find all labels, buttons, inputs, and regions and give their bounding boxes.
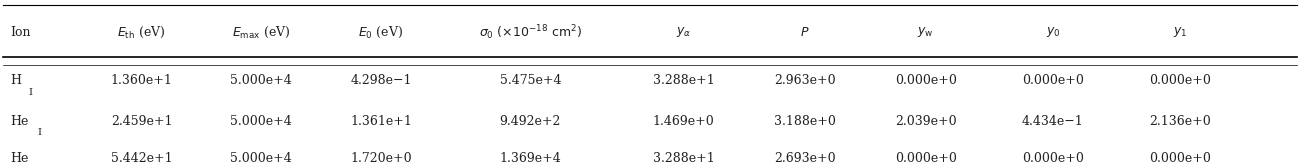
Text: 5.442e+1: 5.442e+1	[111, 152, 173, 162]
Text: 1.360e+1: 1.360e+1	[111, 75, 173, 87]
Text: He: He	[10, 152, 29, 162]
Text: I: I	[38, 128, 42, 137]
Text: $E_0$ (eV): $E_0$ (eV)	[359, 25, 403, 40]
Text: 5.475e+4: 5.475e+4	[499, 75, 562, 87]
Text: 2.039e+0: 2.039e+0	[894, 115, 957, 128]
Text: I: I	[29, 88, 32, 97]
Text: He: He	[10, 115, 29, 128]
Text: 2.693e+0: 2.693e+0	[774, 152, 836, 162]
Text: H: H	[10, 75, 21, 87]
Text: $P$: $P$	[800, 26, 810, 39]
Text: 9.492e+2: 9.492e+2	[499, 115, 562, 128]
Text: $y_{\mathrm{w}}$: $y_{\mathrm{w}}$	[918, 25, 933, 39]
Text: Ion: Ion	[10, 26, 31, 39]
Text: 4.298e−1: 4.298e−1	[350, 75, 412, 87]
Text: 2.963e+0: 2.963e+0	[774, 75, 836, 87]
Text: $E_{\mathrm{th}}$ (eV): $E_{\mathrm{th}}$ (eV)	[117, 25, 166, 40]
Text: 0.000e+0: 0.000e+0	[1022, 152, 1084, 162]
Text: 1.720e+0: 1.720e+0	[350, 152, 412, 162]
Text: 5.000e+4: 5.000e+4	[230, 115, 292, 128]
Text: 1.469e+0: 1.469e+0	[653, 115, 715, 128]
Text: $y_1$: $y_1$	[1173, 25, 1188, 39]
Text: $E_{\mathrm{max}}$ (eV): $E_{\mathrm{max}}$ (eV)	[231, 25, 291, 40]
Text: 3.288e+1: 3.288e+1	[653, 152, 715, 162]
Text: 5.000e+4: 5.000e+4	[230, 152, 292, 162]
Text: 3.288e+1: 3.288e+1	[653, 75, 715, 87]
Text: 1.369e+4: 1.369e+4	[499, 152, 562, 162]
Text: 4.434e−1: 4.434e−1	[1022, 115, 1084, 128]
Text: 5.000e+4: 5.000e+4	[230, 75, 292, 87]
Text: 0.000e+0: 0.000e+0	[1149, 75, 1212, 87]
Text: 0.000e+0: 0.000e+0	[1022, 75, 1084, 87]
Text: 3.188e+0: 3.188e+0	[774, 115, 836, 128]
Text: $\sigma_0\ (\times 10^{-18}\ \mathrm{cm}^2)$: $\sigma_0\ (\times 10^{-18}\ \mathrm{cm}…	[478, 23, 582, 42]
Text: $y_0$: $y_0$	[1045, 25, 1061, 39]
Text: $y_{\alpha}$: $y_{\alpha}$	[676, 25, 692, 39]
Text: 2.136e+0: 2.136e+0	[1149, 115, 1212, 128]
Text: 0.000e+0: 0.000e+0	[894, 75, 957, 87]
Text: 2.459e+1: 2.459e+1	[111, 115, 173, 128]
Text: 1.361e+1: 1.361e+1	[350, 115, 412, 128]
Text: 0.000e+0: 0.000e+0	[894, 152, 957, 162]
Text: 0.000e+0: 0.000e+0	[1149, 152, 1212, 162]
